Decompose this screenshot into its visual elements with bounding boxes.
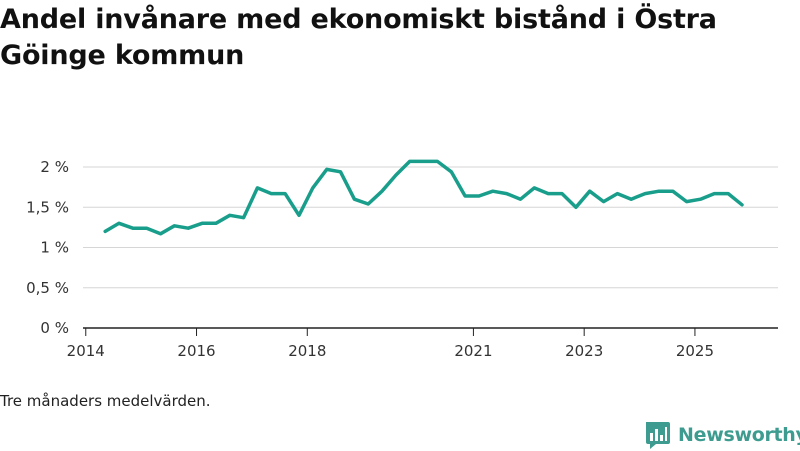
x-tick-label: 2025 [676, 342, 714, 360]
y-tick-label: 0 % [40, 319, 69, 337]
chart-title: Andel invånare med ekonomiskt bistånd i … [0, 4, 717, 71]
x-tick-label: 2016 [177, 342, 215, 360]
newsworthy-logo-icon [646, 422, 670, 449]
gridlines [83, 166, 778, 289]
x-tick-label: 2018 [288, 342, 326, 360]
y-tick-label: 1 % [40, 239, 69, 257]
brand-logo: Newsworthy [644, 419, 800, 451]
series-line [103, 159, 744, 236]
brand-name: Newsworthy [678, 424, 800, 446]
x-axis: 2014 2016 2018 2021 2023 2025 [67, 327, 778, 360]
series-lines [103, 159, 744, 236]
y-tick-label: 1,5 % [26, 198, 69, 216]
x-tick-label: 2023 [565, 342, 603, 360]
x-tick-label: 2014 [67, 342, 105, 360]
x-tick-label: 2021 [454, 342, 492, 360]
y-tick-label: 0,5 % [26, 279, 69, 297]
chart-note: Tre månaders medelvärden. [0, 392, 211, 410]
y-axis: 0 % 0,5 % 1 % 1,5 % 2 % [26, 158, 69, 337]
y-tick-label: 2 % [40, 158, 69, 176]
